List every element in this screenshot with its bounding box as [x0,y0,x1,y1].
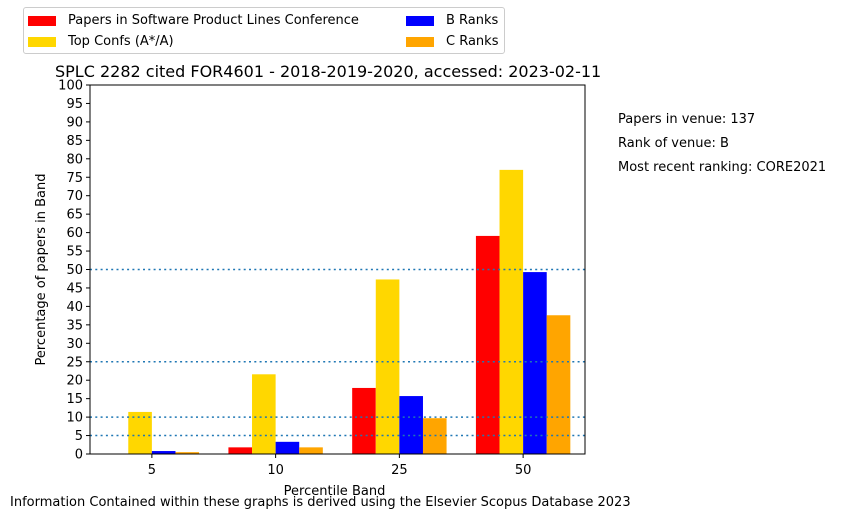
x-tick-label-25: 25 [391,463,408,478]
y-tick-label-40: 40 [66,300,83,315]
y-tick-label-100: 100 [58,79,83,94]
legend-item-venue: Papers in Software Product Lines Confere… [28,13,359,28]
chart-title: SPLC 2282 cited FOR4601 - 2018-2019-2020… [55,62,602,81]
legend-label-top: Top Confs (A*/A) [68,34,174,49]
y-tick-label-10: 10 [66,411,83,426]
legend-label-venue: Papers in Software Product Lines Confere… [68,13,359,28]
legend-swatch-top [28,36,56,47]
bar-2-25 [375,279,400,454]
legend-swatch-c [406,36,434,47]
legend-swatch-venue [28,15,56,26]
bar-2-50 [499,169,524,454]
y-tick-label-55: 55 [66,245,83,260]
bar-3-10 [275,441,300,454]
bar-1-50 [475,235,500,454]
x-tick-label-50: 50 [515,463,532,478]
legend-item-top: Top Confs (A*/A) [28,34,174,49]
y-tick-label-95: 95 [66,97,83,112]
y-tick-label-85: 85 [66,134,83,149]
bar-1-10 [228,447,253,454]
y-tick-label-15: 15 [66,392,83,407]
y-axis-label: Percentage of papers in Band [34,173,49,365]
x-tick-label-10: 10 [267,463,284,478]
legend-item-b: B Ranks [406,13,498,28]
bar-1-25 [352,387,376,454]
legend-label-b: B Ranks [446,13,499,28]
y-tick-label-70: 70 [66,189,83,204]
bar-4-50 [546,315,571,454]
y-tick-label-5: 5 [75,429,83,444]
y-tick-label-35: 35 [66,318,83,333]
papers-in-venue-note: Papers in venue: 137 [618,112,756,127]
bar-4-5 [175,452,200,454]
rank-of-venue-note: Rank of venue: B [618,136,729,151]
legend-label-c: C Ranks [446,34,499,49]
y-tick-label-30: 30 [66,337,83,352]
legend-swatch-b [406,15,434,26]
bar-2-10 [252,374,276,454]
y-tick-label-50: 50 [66,263,83,278]
y-tick-label-65: 65 [66,208,83,223]
footer-note: Information Contained within these graph… [10,495,631,510]
bar-4-10 [299,447,323,454]
y-tick-label-80: 80 [66,152,83,167]
y-tick-label-90: 90 [66,115,83,130]
bar-2-5 [128,411,152,454]
y-tick-label-0: 0 [75,448,83,463]
x-tick-label-5: 5 [148,463,156,478]
y-tick-label-25: 25 [66,355,83,370]
recent-ranking-note: Most recent ranking: CORE2021 [618,160,827,175]
y-tick-label-75: 75 [66,171,83,186]
legend-item-c: C Ranks [406,34,498,49]
legend: Papers in Software Product Lines Confere… [23,7,505,54]
y-tick-label-60: 60 [66,226,83,241]
bar-3-50 [523,272,547,454]
y-tick-label-20: 20 [66,374,83,389]
x-axis-label: Percentile Band [284,484,386,499]
bar-3-5 [151,451,176,454]
bar-3-25 [399,396,423,454]
y-tick-label-45: 45 [66,281,83,296]
